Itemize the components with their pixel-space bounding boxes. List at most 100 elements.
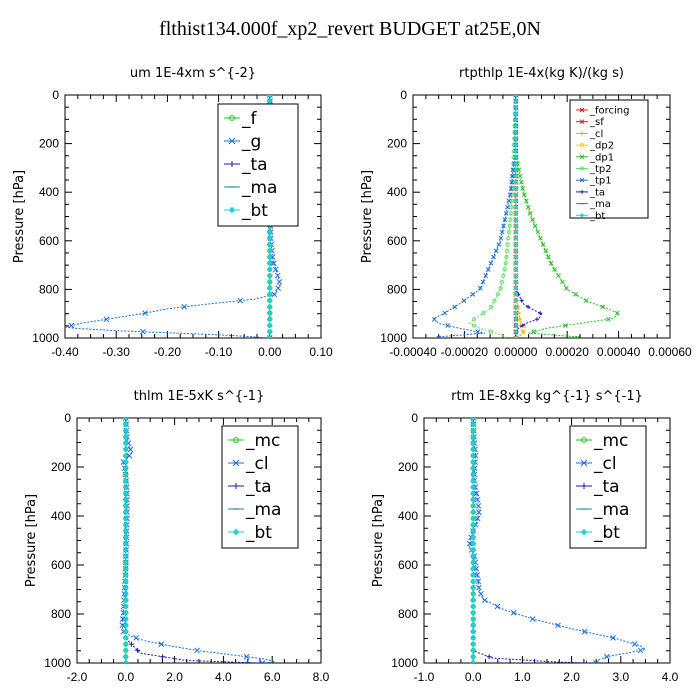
- y-tick-label: 600: [387, 234, 407, 248]
- data-point: [556, 273, 561, 279]
- series-group: [431, 95, 620, 338]
- data-point: [122, 521, 129, 528]
- x-tick-label: -2.0: [67, 670, 88, 684]
- data-point: [122, 484, 129, 490]
- data-point: [579, 177, 585, 183]
- x-tick-label: 0.00: [258, 345, 282, 359]
- legend-label: _cl: [593, 454, 617, 474]
- data-point: [491, 254, 496, 260]
- plot-panel-1: um 1E-4xm s^{-2} Pressure [hPa] -0.40 -0.30…: [12, 66, 333, 359]
- data-point: [470, 292, 476, 297]
- data-point: [483, 273, 488, 279]
- data-point: [266, 241, 273, 248]
- data-point: [502, 217, 508, 222]
- legend-box: [569, 99, 649, 219]
- data-point: [122, 490, 129, 497]
- legend-label: _g: [241, 132, 261, 152]
- data-point: [513, 148, 519, 154]
- legend-label: _bt: [245, 523, 272, 543]
- data-point: [509, 179, 515, 185]
- legend: _forcing_sf_cl_dp2_dp1_tp2_tp1_ta_ma_bt: [569, 99, 649, 222]
- data-point: [68, 322, 75, 329]
- data-point: [513, 229, 519, 235]
- plot-title: rtm 1E-8xkg kg^{-1} s^{-1}: [451, 389, 643, 404]
- data-point: [266, 247, 273, 254]
- data-point: [122, 540, 129, 547]
- data-point: [122, 584, 129, 591]
- data-point: [579, 166, 585, 171]
- legend-label: _dp1: [589, 152, 614, 163]
- data-point: [142, 310, 148, 316]
- data-point: [122, 528, 129, 534]
- data-point: [266, 322, 273, 329]
- y-axis-label: Pressure [hPa]: [24, 494, 39, 587]
- data-point: [470, 534, 477, 541]
- data-point: [600, 304, 606, 310]
- data-point: [494, 603, 501, 610]
- data-point: [122, 471, 129, 478]
- data-point: [127, 446, 134, 453]
- x-tick-label: -0.00040: [389, 345, 437, 359]
- data-point: [593, 660, 600, 663]
- data-point: [181, 303, 188, 310]
- data-point: [521, 192, 527, 198]
- x-tick-label: 3.0: [612, 670, 629, 684]
- data-point: [266, 291, 273, 298]
- data-point: [475, 503, 482, 509]
- data-point: [614, 310, 620, 316]
- data-point: [470, 503, 477, 509]
- legend-label: _ta: [241, 155, 268, 175]
- plot-panel-3: thlm 1E-5xK s^{-1} Pressure [hPa] -2.0 0.0 2…: [24, 389, 330, 684]
- data-point: [510, 173, 515, 179]
- legend-label: _tp2: [589, 164, 612, 175]
- legend-label: _bt: [589, 211, 605, 222]
- data-point: [442, 310, 448, 316]
- data-point: [564, 285, 569, 291]
- data-point: [506, 229, 512, 235]
- data-point: [470, 490, 477, 497]
- data-point: [516, 167, 522, 173]
- data-point: [470, 547, 477, 553]
- data-point: [470, 622, 477, 629]
- data-point: [461, 298, 467, 303]
- data-point: [513, 267, 519, 272]
- legend-label: _mc: [245, 431, 280, 451]
- data-point: [513, 254, 519, 260]
- y-tick-label: 1000: [380, 331, 407, 345]
- data-point: [471, 323, 477, 328]
- data-point: [266, 266, 273, 273]
- y-tick-label: 200: [387, 137, 407, 151]
- data-point: [122, 418, 129, 421]
- data-point: [473, 490, 480, 497]
- data-point: [513, 223, 519, 229]
- data-point: [575, 335, 580, 338]
- data-point: [470, 584, 477, 591]
- data-point: [122, 459, 129, 465]
- data-point: [605, 316, 611, 322]
- data-point: [103, 316, 110, 323]
- legend-label: _cl: [245, 454, 269, 474]
- legend: _f _g _ta _ma _bt: [217, 103, 299, 227]
- data-point: [160, 654, 166, 660]
- data-point: [470, 433, 477, 440]
- data-point: [122, 477, 129, 484]
- data-point: [122, 553, 129, 560]
- data-point: [513, 316, 519, 322]
- data-point: [122, 427, 129, 434]
- data-point: [122, 503, 129, 509]
- x-tick-label: -0.10: [205, 345, 233, 359]
- data-point: [122, 635, 129, 641]
- data-point: [503, 211, 509, 216]
- data-point: [122, 446, 129, 453]
- data-point: [470, 628, 477, 635]
- data-point: [517, 173, 523, 179]
- data-point: [271, 291, 278, 298]
- data-point: [122, 572, 129, 578]
- data-point: [259, 660, 266, 663]
- data-point: [486, 654, 492, 660]
- data-point: [126, 452, 133, 459]
- y-tick-label: 800: [51, 607, 71, 621]
- data-point: [122, 591, 129, 597]
- data-point: [513, 335, 519, 338]
- data-point: [122, 509, 129, 516]
